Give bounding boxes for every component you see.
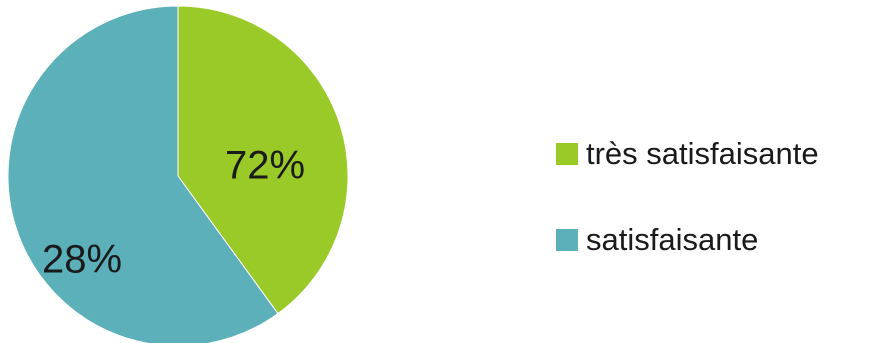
pie-data-labels: 72% 28%	[42, 144, 305, 282]
legend: très satisfaisante satisfaisante	[556, 132, 886, 304]
legend-swatch-tres-satisfaisante	[556, 143, 578, 165]
pie-slice-satisfaisante	[7, 5, 279, 343]
legend-label-tres-satisfaisante: très satisfaisante	[586, 136, 819, 171]
pie-slice-tres-satisfaisante	[177, 5, 349, 315]
pie-slices	[7, 5, 349, 343]
data-label-tres-satisfaisante: 72%	[225, 144, 305, 188]
legend-item-tres-satisfaisante: très satisfaisante	[556, 132, 886, 176]
legend-item-satisfaisante: satisfaisante	[556, 218, 886, 262]
legend-label-satisfaisante: satisfaisante	[586, 222, 759, 257]
data-label-satisfaisante: 28%	[42, 238, 122, 282]
legend-swatch-satisfaisante	[556, 229, 578, 251]
